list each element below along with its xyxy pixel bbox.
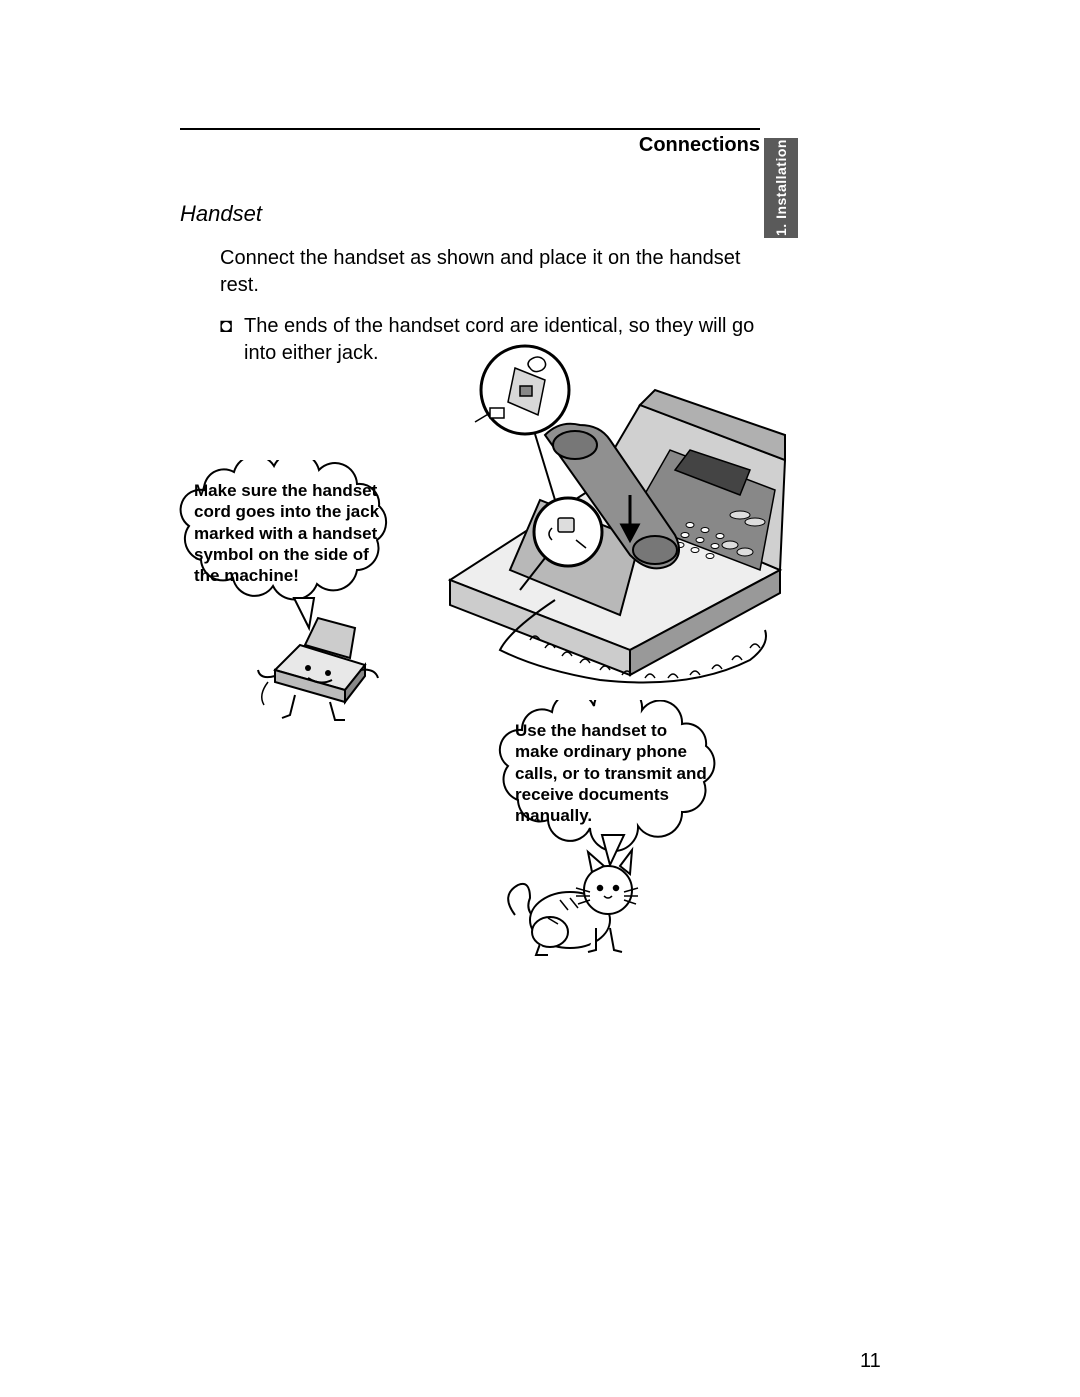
header-rule bbox=[180, 128, 760, 130]
chapter-tab: 1. Installation bbox=[764, 138, 798, 238]
illustration-area: Make sure the handset cord goes into the… bbox=[180, 350, 780, 970]
intro-paragraph: Connect the handset as shown and place i… bbox=[220, 245, 760, 299]
callout-text-jack: Make sure the handset cord goes into the… bbox=[194, 480, 384, 586]
section-heading: Handset bbox=[180, 201, 760, 227]
callout-text-usage: Use the handset to make ordinary phone c… bbox=[515, 720, 715, 826]
fax-character-icon bbox=[250, 610, 390, 730]
header-section-label: Connections bbox=[180, 134, 760, 157]
cat-character-icon bbox=[500, 840, 660, 970]
fax-machine-illustration bbox=[330, 340, 790, 700]
page-number: 11 bbox=[860, 1350, 881, 1373]
content-column: Connections Handset Connect the handset … bbox=[180, 128, 760, 367]
